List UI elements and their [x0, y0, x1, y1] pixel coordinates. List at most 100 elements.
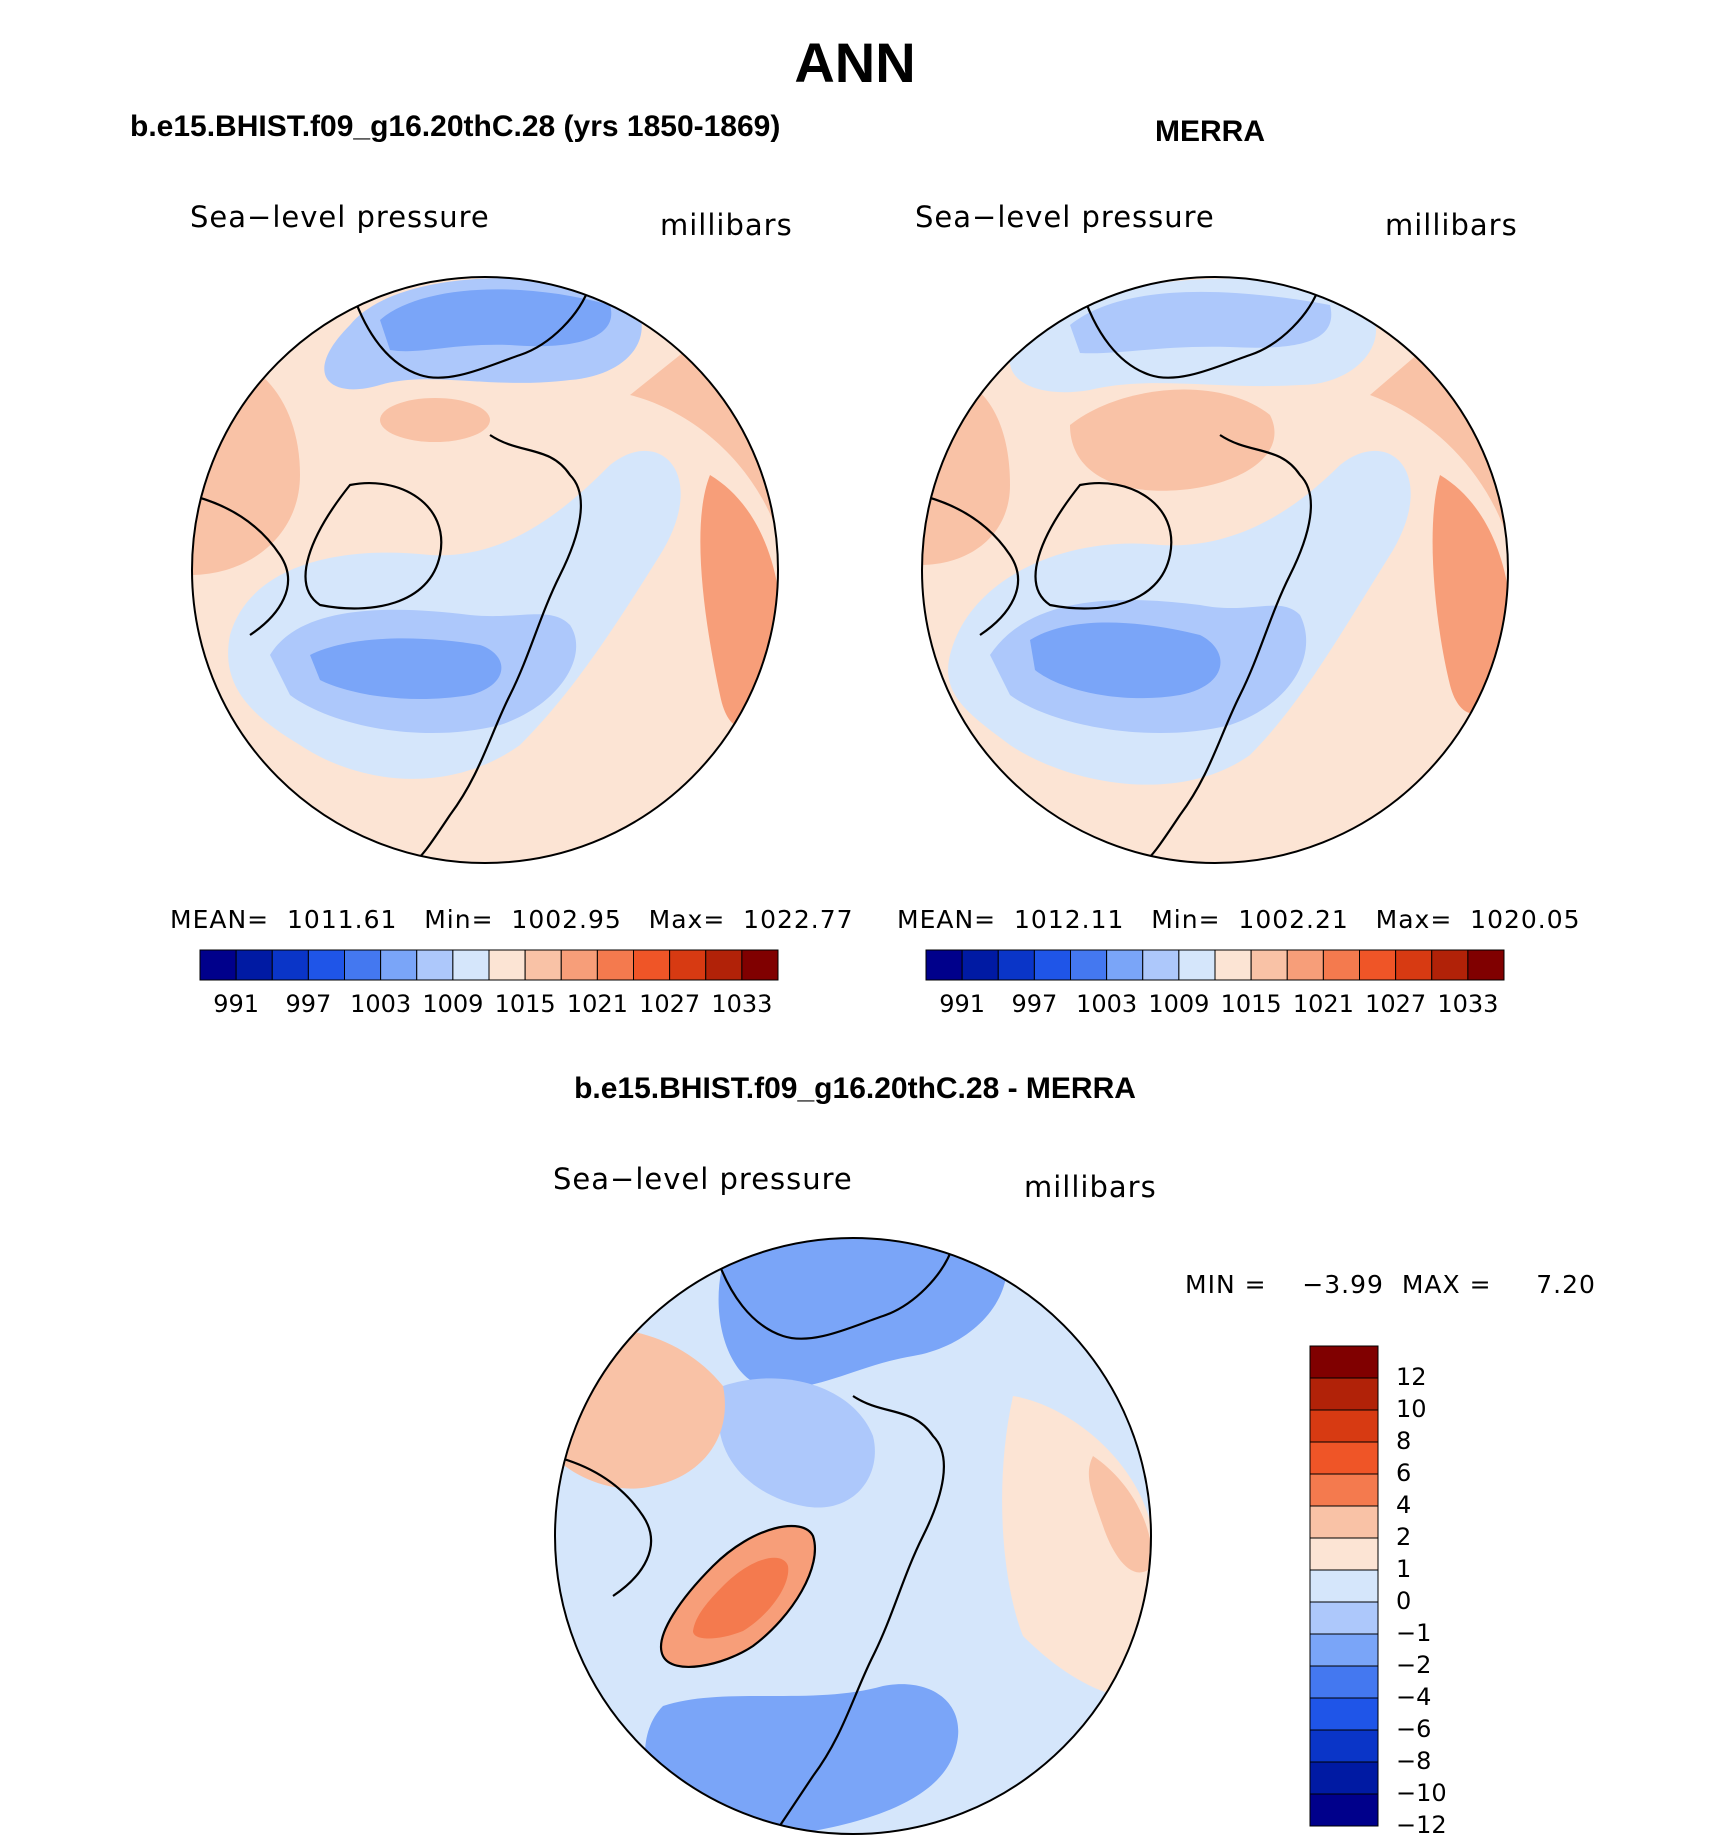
obs-eurasia-coast [1139, 434, 1312, 863]
obs-siberian-high-core [1432, 475, 1508, 714]
model-greenland-coast [304, 482, 443, 610]
diff-colorbar-tick-label: −10 [1396, 1779, 1447, 1807]
diff-colorbar-tick-label: 10 [1396, 1395, 1427, 1423]
model-eurasia-coast [409, 434, 582, 863]
obs-units-label: millibars [1385, 208, 1518, 242]
diff-min-max: MIN = −3.99 MAX = 7.20 [1185, 1270, 1596, 1299]
model-panel-title: b.e15.BHIST.f09_g16.20thC.28 (yrs 1850-1… [130, 110, 781, 143]
obs-panel-title: MERRA [1155, 115, 1265, 148]
obs-colorbar-swatch [1359, 949, 1397, 981]
diff-colorbar-tick-label: −12 [1396, 1811, 1447, 1839]
model-colorbar-swatch [705, 949, 743, 981]
diff-units-label: millibars [1024, 1170, 1157, 1204]
diff-polar-map [554, 1237, 1152, 1835]
diff-colorbar-swatch [1309, 1633, 1379, 1667]
diff-pacific-negative [718, 1238, 1008, 1388]
model-colorbar-swatch [741, 949, 779, 981]
model-alaska-coast [192, 493, 290, 636]
model-stats: MEAN= 1011.61 Min= 1002.95 Max= 1022.77 [170, 905, 854, 934]
diff-colorbar-labels: 12 10 8 6 4 2 1 0 −1 −2 −4 −6 −8 −10 −12 [1390, 1346, 1470, 1839]
obs-colorbar-swatch [1106, 949, 1144, 981]
model-colorbar-swatch [416, 949, 454, 981]
diff-colorbar-tick-label: 1 [1396, 1555, 1412, 1583]
diff-greenland-coast [660, 1524, 816, 1668]
model-colorbar-tick-label: 997 [285, 990, 332, 1018]
model-colorbar-tick-label: 1009 [422, 990, 484, 1018]
model-colorbar-swatch [596, 949, 634, 981]
obs-colorbar-swatch [1033, 949, 1071, 981]
diff-colorbar-swatch [1309, 1569, 1379, 1603]
obs-colorbar-swatch [1178, 949, 1216, 981]
obs-polar-map [921, 276, 1509, 864]
diff-colorbar-tick-label: 6 [1396, 1459, 1412, 1487]
diff-colorbar [1309, 1345, 1379, 1827]
obs-colorbar-tick-label: 997 [1011, 990, 1058, 1018]
diff-colorbar-swatch [1309, 1377, 1379, 1411]
model-colorbar-swatch [524, 949, 562, 981]
obs-iceland-low-core [1030, 622, 1221, 699]
diff-atlantic-negative [644, 1684, 959, 1834]
obs-colorbar-swatch [1431, 949, 1469, 981]
diff-colorbar-tick-label: 2 [1396, 1523, 1412, 1551]
obs-stats: MEAN= 1012.11 Min= 1002.21 Max= 1020.05 [897, 905, 1581, 934]
model-polar-map [191, 276, 779, 864]
model-colorbar-swatch [488, 949, 526, 981]
diff-colorbar-swatch [1309, 1665, 1379, 1699]
obs-colorbar [925, 949, 1505, 981]
diff-colorbar-swatch [1309, 1793, 1379, 1827]
model-north-america-coast [348, 284, 592, 379]
obs-colorbar-tick-label: 1009 [1148, 990, 1210, 1018]
diff-colorbar-tick-label: −4 [1396, 1683, 1432, 1711]
diff-eurasia-coast [772, 1395, 945, 1834]
model-colorbar-swatch [560, 949, 598, 981]
model-iceland-low-core [310, 638, 502, 700]
model-colorbar-tick-label: 1027 [639, 990, 701, 1018]
diff-colorbar-tick-label: −2 [1396, 1651, 1432, 1679]
obs-colorbar-swatch [1142, 949, 1180, 981]
obs-colorbar-tick-label: 1015 [1220, 990, 1282, 1018]
obs-variable-label: Sea−level pressure [915, 200, 1215, 234]
obs-arctic-high [1070, 389, 1275, 491]
diff-colorbar-swatch [1309, 1441, 1379, 1475]
model-colorbar-swatch [199, 949, 237, 981]
model-variable-label: Sea−level pressure [190, 200, 490, 234]
diff-panel-title: b.e15.BHIST.f09_g16.20thC.28 - MERRA [574, 1072, 1136, 1105]
model-colorbar-swatch [380, 949, 418, 981]
diff-colorbar-tick-label: 12 [1396, 1363, 1427, 1391]
model-colorbar-tick-label: 1021 [566, 990, 628, 1018]
diff-colorbar-swatch [1309, 1505, 1379, 1539]
model-arctic-high [380, 398, 490, 442]
obs-colorbar-swatch [1467, 949, 1505, 981]
obs-colorbar-swatch [1214, 949, 1252, 981]
model-colorbar-tick-label: 1015 [494, 990, 556, 1018]
diff-colorbar-tick-label: 8 [1396, 1427, 1412, 1455]
diff-colorbar-swatch [1309, 1409, 1379, 1443]
diff-colorbar-tick-label: 0 [1396, 1587, 1412, 1615]
model-colorbar-swatch [452, 949, 490, 981]
diff-north-america-coast [711, 1245, 955, 1340]
obs-colorbar-swatch [1395, 949, 1433, 981]
diff-colorbar-swatch [1309, 1473, 1379, 1507]
obs-colorbar-swatch [997, 949, 1035, 981]
diff-greenland-positive-core [693, 1557, 789, 1639]
diff-colorbar-swatch [1309, 1345, 1379, 1379]
obs-colorbar-tick-label: 1033 [1437, 990, 1499, 1018]
model-colorbar-swatch [633, 949, 671, 981]
diff-colorbar-swatch [1309, 1601, 1379, 1635]
obs-colorbar-swatch [961, 949, 999, 981]
obs-colorbar-tick-label: 1027 [1365, 990, 1427, 1018]
diff-variable-label: Sea−level pressure [553, 1162, 853, 1196]
model-colorbar-swatch [344, 949, 382, 981]
model-colorbar [199, 949, 779, 981]
diff-colorbar-tick-label: 4 [1396, 1491, 1412, 1519]
diff-alaska-coast [555, 1454, 653, 1597]
model-colorbar-swatch [271, 949, 309, 981]
obs-colorbar-tick-label: 991 [939, 990, 986, 1018]
model-colorbar-swatch [235, 949, 273, 981]
diff-siberia-positive [1088, 1456, 1151, 1573]
model-units-label: millibars [660, 208, 793, 242]
model-colorbar-labels: 991 997 1003 1009 1015 1021 1027 1033 [200, 990, 778, 1020]
diff-colorbar-tick-label: −6 [1396, 1715, 1432, 1743]
model-colorbar-swatch [307, 949, 345, 981]
model-colorbar-tick-label: 991 [213, 990, 260, 1018]
